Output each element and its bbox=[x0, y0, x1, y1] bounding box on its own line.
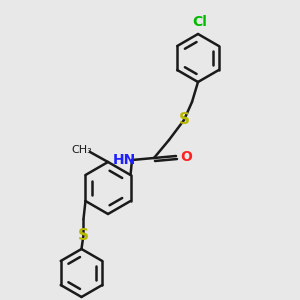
Text: HN: HN bbox=[112, 153, 136, 167]
Text: CH₃: CH₃ bbox=[72, 145, 92, 155]
Text: Cl: Cl bbox=[193, 15, 207, 29]
Text: S: S bbox=[78, 227, 89, 242]
Text: S: S bbox=[178, 112, 190, 128]
Text: O: O bbox=[180, 150, 192, 164]
